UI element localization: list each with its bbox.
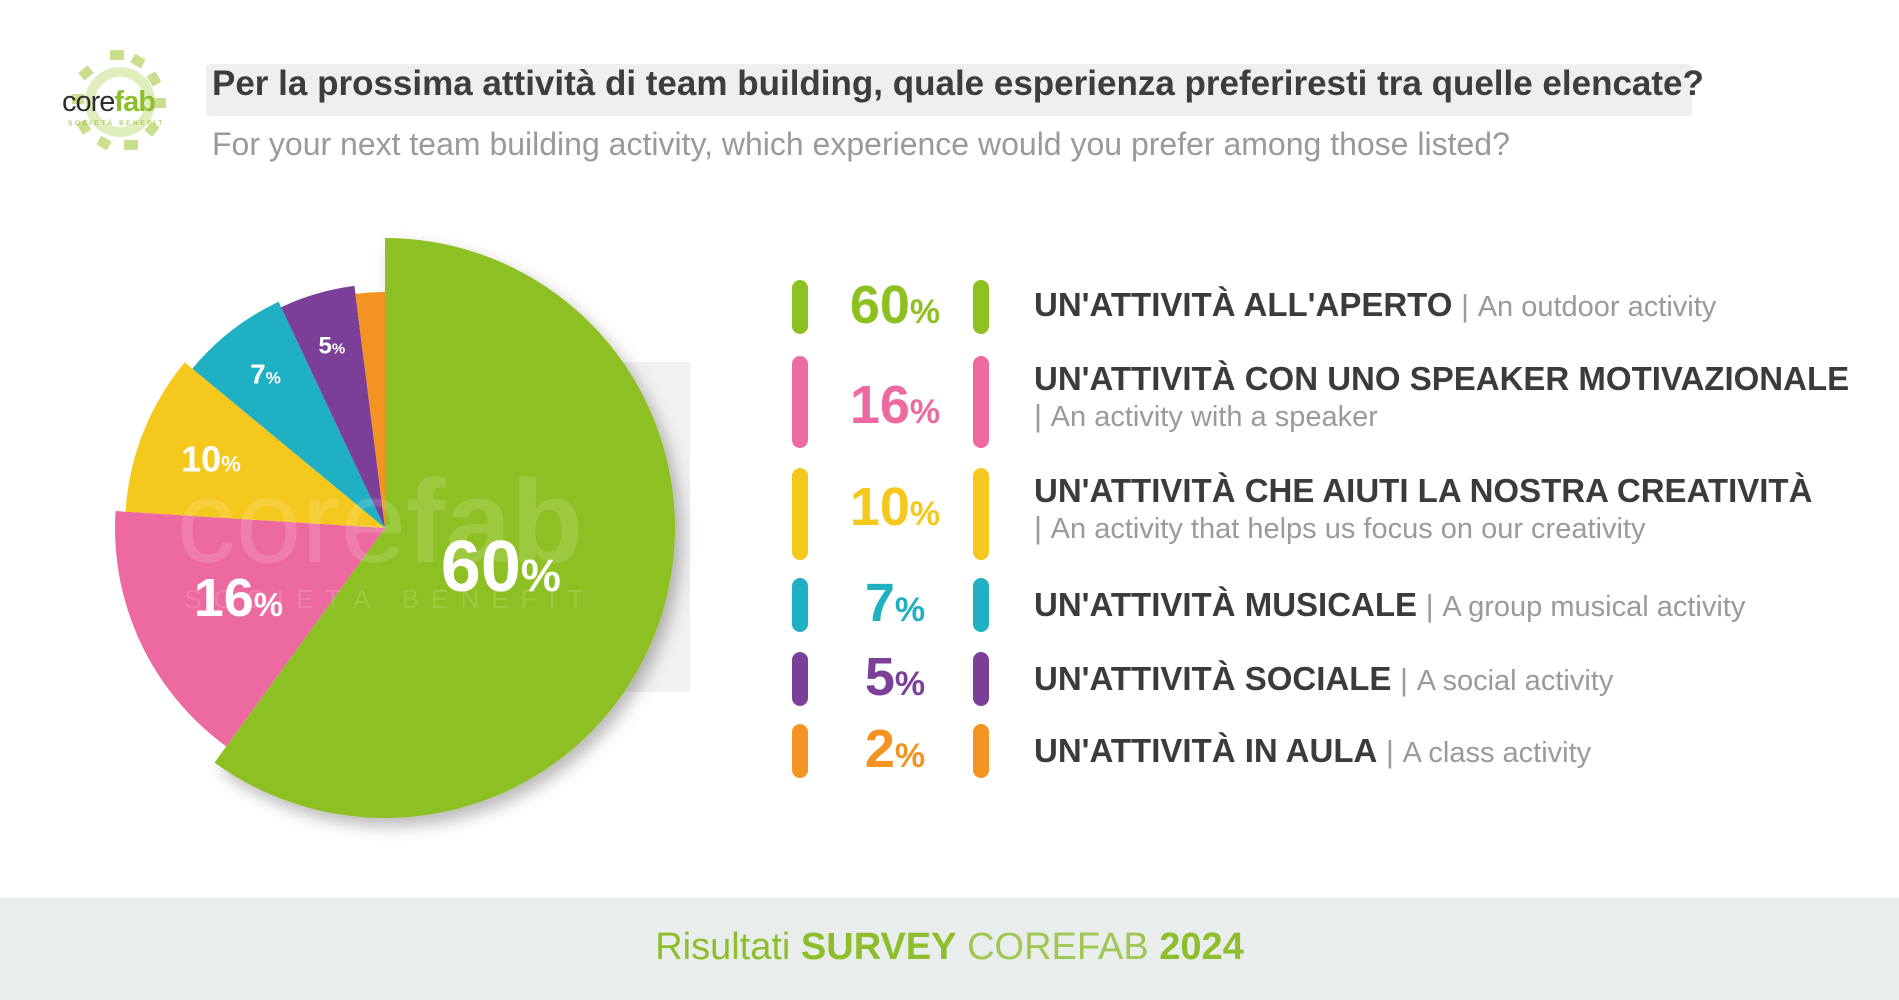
footer-word-survey: SURVEY [800,926,957,968]
legend-color-bar [792,356,808,448]
legend-color-bar [973,468,989,560]
pie-slice-3 [125,362,385,528]
legend-label: UN'ATTIVITÀ CON UNO SPEAKER MOTIVAZIONAL… [1034,360,1850,433]
footer-word-corefab: COREFAB [967,926,1149,968]
legend-color-bar [792,652,808,706]
logo-gear-icon [72,50,166,150]
legend-color-bar [973,280,989,334]
pie-label-1: 60% [441,527,561,607]
logo-wordmark: corefab [62,86,156,118]
legend-color-bar [973,724,989,778]
legend-label: UN'ATTIVITÀ IN AULA | A class activity [1034,732,1592,769]
pie-slice-1 [214,238,675,818]
footer-word-risultati: Risultati [655,926,791,968]
watermark-wordmark: corefab [177,456,584,588]
logo-subtext: SOCIETÀ BENEFIT [68,120,165,127]
legend-label: UN'ATTIVITÀ SOCIALE | A social activity [1034,660,1614,697]
watermark-subtext: SOCIETÀ BENEFIT [184,584,595,614]
legend-percentage: 5% [864,647,926,707]
pie-label-5: 5% [319,333,346,360]
footer-band [0,898,1899,1000]
legend-percentage: 16% [849,375,941,435]
legend-color-bar [973,578,989,632]
pie-slice-5 [281,285,385,528]
pie-chart: corefab SOCIETÀ BENEFIT 60% 16% 10% 7% 5% [115,238,690,818]
legend-color-bar [792,468,808,560]
legend-percentage: 7% [864,573,926,633]
legend-label: UN'ATTIVITÀ CHE AIUTI LA NOSTRA CREATIVI… [1034,472,1813,545]
corefab-logo: corefab SOCIETÀ BENEFIT [58,48,176,160]
page-subtitle: For your next team building activity, wh… [212,126,1510,162]
legend-color-bar [792,724,808,778]
legend-percentage: 10% [849,477,941,537]
legend-color-bar [973,652,989,706]
legend-label: UN'ATTIVITÀ ALL'APERTO | An outdoor acti… [1034,286,1717,323]
legend-label: UN'ATTIVITÀ MUSICALE | A group musical a… [1034,586,1746,623]
legend-color-bar [792,280,808,334]
legend-percentage: 2% [864,719,926,779]
pie-label-2: 16% [194,568,283,628]
legend-percentage: 60% [849,275,941,335]
pie-slice-6 [355,292,385,528]
legend-color-bar [792,578,808,632]
footer-title: Risultati SURVEY COREFAB 2024 [0,926,1899,969]
pie-label-3: 10% [181,439,241,480]
page-title: Per la prossima attività di team buildin… [212,64,1704,103]
chart-watermark: corefab SOCIETÀ BENEFIT [177,456,595,614]
legend-color-bar [973,356,989,448]
pie-slice-2 [115,511,385,747]
pie-label-4: 7% [250,359,281,390]
title-highlight [206,64,1692,116]
pie-slice-4 [192,301,385,528]
footer-word-year: 2024 [1159,926,1244,968]
